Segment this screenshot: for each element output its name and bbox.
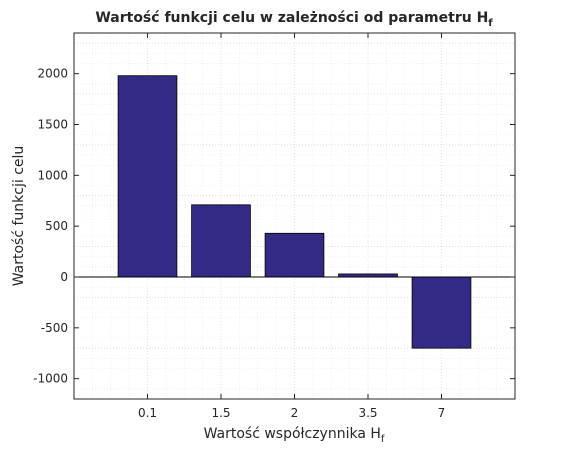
y-tick-label: 1000 [37, 168, 68, 182]
y-tick-label: 500 [45, 219, 68, 233]
bar-2 [264, 232, 325, 278]
bar-7 [411, 276, 472, 349]
y-tick-label: -500 [41, 321, 68, 335]
bars [117, 75, 472, 349]
y-tick-label: 2000 [37, 67, 68, 81]
x-tick-label: 3.5 [358, 406, 377, 420]
ticks: -1000 -500 0 500 1000 1500 2000 0.1 1.5 2 3.5 7 [33, 33, 515, 420]
y-axis-label: Wartość funkcji celu [11, 146, 27, 287]
x-tick-label: 7 [438, 406, 446, 420]
x-tick-label: 1.5 [211, 406, 230, 420]
x-axis-label-text: Wartość współczynnika H [204, 426, 381, 442]
x-tick-label: 2 [291, 406, 299, 420]
x-axis-label: Wartość współczynnika Hf [204, 426, 385, 445]
x-tick-label: 0.1 [138, 406, 157, 420]
chart-title: Wartość funkcji celu w zależności od par… [95, 10, 493, 29]
bar-1.5 [191, 204, 251, 278]
y-tick-label: 0 [60, 270, 68, 284]
x-axis-label-subscript: f [381, 434, 385, 445]
y-tick-label: -1000 [33, 372, 68, 386]
y-tick-label: 1500 [37, 118, 68, 132]
chart-title-subscript: f [488, 18, 493, 29]
bar-0.1 [117, 75, 178, 278]
chart-title-text: Wartość funkcji celu w zależności od par… [95, 10, 488, 26]
